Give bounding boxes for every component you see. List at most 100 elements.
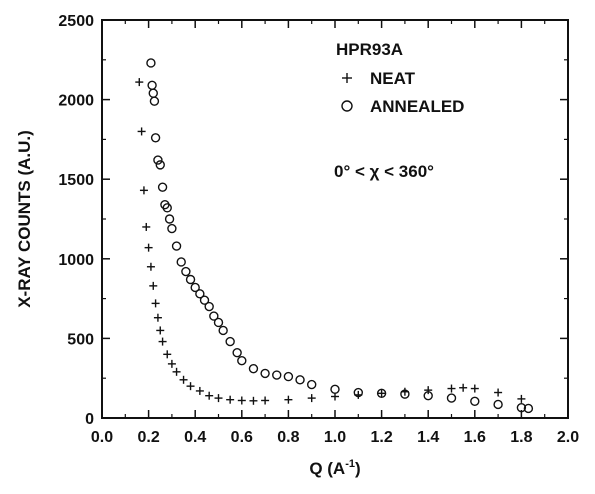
data-point-annealed xyxy=(283,371,294,382)
data-point-annealed xyxy=(272,370,282,380)
data-point-annealed xyxy=(204,301,214,312)
chi-range-annotation: 0° < χ < 360° xyxy=(334,162,434,181)
data-point-annealed xyxy=(423,391,433,401)
legend-title: HPR93A xyxy=(336,40,403,59)
data-point-neat xyxy=(158,337,167,346)
x-tick-label: 1.6 xyxy=(464,429,486,446)
data-point-annealed xyxy=(147,80,157,90)
y-tick-label: 1000 xyxy=(58,252,94,269)
data-point-annealed xyxy=(185,274,196,285)
legend-circle-mark xyxy=(341,100,353,112)
x-tick-label: 0.4 xyxy=(184,429,206,446)
data-point-annealed xyxy=(225,336,235,347)
data-point-neat xyxy=(172,367,181,376)
data-point-neat xyxy=(167,359,176,368)
x-axis-title-superscript: -1 xyxy=(345,458,355,470)
data-point-annealed xyxy=(148,88,158,98)
data-point-neat xyxy=(205,391,214,400)
data-point-annealed xyxy=(195,289,205,299)
legend-label-neat: NEAT xyxy=(370,69,416,88)
data-point-annealed xyxy=(153,155,163,165)
data-point-neat xyxy=(186,382,195,391)
data-point-annealed xyxy=(150,133,161,143)
y-tick-label: 2500 xyxy=(58,13,94,30)
data-point-annealed xyxy=(164,214,175,224)
legend-marker-plus-icon xyxy=(342,73,352,83)
data-point-neat xyxy=(470,384,479,393)
data-point-annealed xyxy=(353,387,363,398)
data-point-neat xyxy=(179,375,188,384)
data-point-neat xyxy=(517,394,526,403)
data-point-neat xyxy=(137,127,146,136)
data-point-neat xyxy=(135,78,144,87)
data-point-annealed xyxy=(330,384,340,395)
x-axis-title-main: Q (A xyxy=(309,459,345,478)
data-series xyxy=(135,58,534,414)
data-point-neat xyxy=(151,299,160,308)
legend-plus-mark xyxy=(342,73,352,83)
data-point-neat xyxy=(261,396,270,405)
y-tick-label: 500 xyxy=(67,331,94,348)
x-tick-label: 0.0 xyxy=(91,429,113,446)
data-point-annealed xyxy=(446,393,457,403)
series-neat xyxy=(135,78,526,405)
data-point-annealed xyxy=(237,355,247,366)
data-point-annealed xyxy=(516,402,527,413)
data-point-neat xyxy=(494,388,503,397)
x-tick-label: 1.4 xyxy=(417,429,439,446)
data-point-neat xyxy=(156,326,165,335)
y-axis-title: X-RAY COUNTS (A.U.) xyxy=(15,130,34,308)
data-point-annealed xyxy=(181,266,191,277)
legend-label-annealed: ANNEALED xyxy=(370,97,464,116)
data-point-annealed xyxy=(232,348,242,358)
y-tick-label: 2000 xyxy=(58,93,94,110)
data-point-annealed xyxy=(248,363,259,374)
data-point-neat xyxy=(459,383,468,392)
legend: HPR93A NEAT ANNEALED xyxy=(336,40,464,116)
x-tick-label: 1.8 xyxy=(510,429,532,446)
data-point-annealed xyxy=(295,375,305,385)
x-axis-title-close: ) xyxy=(355,459,361,478)
plot-frame xyxy=(101,19,569,419)
data-point-neat xyxy=(237,396,246,405)
data-point-neat xyxy=(153,313,162,322)
data-point-neat xyxy=(195,386,204,395)
data-point-neat xyxy=(144,243,153,252)
x-axis-title: Q (A-1) xyxy=(309,458,360,478)
y-tick-label: 1500 xyxy=(58,172,94,189)
data-point-neat xyxy=(226,395,235,404)
data-point-annealed xyxy=(209,311,219,321)
y-axis: 0 500 1000 1500 2000 2500 xyxy=(58,13,568,428)
data-point-annealed xyxy=(376,388,387,399)
data-point-annealed xyxy=(190,282,200,293)
data-point-annealed xyxy=(523,403,534,414)
data-point-neat xyxy=(139,186,148,195)
x-tick-label: 0.8 xyxy=(277,429,299,446)
data-point-neat xyxy=(149,281,158,290)
data-point-neat xyxy=(142,222,151,231)
data-point-neat xyxy=(249,396,258,405)
data-point-neat xyxy=(424,386,433,395)
data-point-annealed xyxy=(155,160,165,170)
data-point-neat xyxy=(163,350,172,359)
y-tick-label: 0 xyxy=(85,411,94,428)
data-point-annealed xyxy=(162,203,172,213)
x-tick-label: 0.2 xyxy=(137,429,159,446)
series-annealed xyxy=(146,58,534,414)
data-point-annealed xyxy=(199,295,210,305)
data-point-neat xyxy=(214,394,223,403)
data-point-neat xyxy=(307,394,316,403)
data-point-annealed xyxy=(146,58,156,68)
data-point-annealed xyxy=(149,96,160,106)
data-point-neat xyxy=(146,262,155,271)
x-tick-label: 0.6 xyxy=(231,429,253,446)
data-point-neat xyxy=(377,389,386,398)
data-point-annealed xyxy=(167,223,177,234)
data-point-annealed xyxy=(218,325,228,336)
x-axis: 0.0 0.2 0.4 0.6 0.8 1.0 1.2 1.4 1.6 1.8 2.0 xyxy=(91,20,579,446)
data-point-annealed xyxy=(307,379,317,390)
x-tick-label: 1.2 xyxy=(370,429,392,446)
data-point-neat xyxy=(447,384,456,393)
